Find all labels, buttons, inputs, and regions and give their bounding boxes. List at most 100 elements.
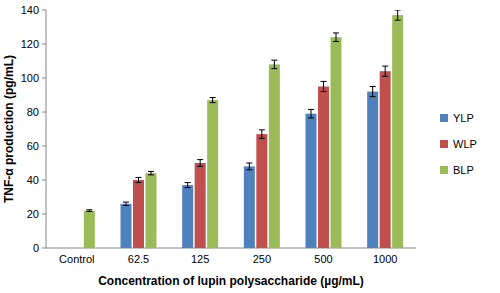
error-cap	[395, 20, 401, 21]
error-cap	[259, 138, 265, 139]
error-bar	[259, 130, 265, 139]
error-stem	[249, 163, 250, 170]
error-cap	[210, 97, 216, 98]
bar	[367, 92, 378, 248]
y-tick	[42, 214, 46, 215]
error-cap	[308, 117, 314, 118]
error-cap	[333, 41, 339, 42]
bar	[269, 64, 280, 248]
error-cap	[210, 102, 216, 103]
error-cap	[370, 86, 376, 87]
x-tick-label: 125	[191, 253, 209, 265]
error-bar	[308, 109, 314, 118]
legend-swatch	[440, 166, 448, 174]
error-cap	[148, 171, 154, 172]
error-bar	[148, 172, 154, 175]
y-tick-label: 100	[21, 72, 39, 84]
y-tick-label: 120	[21, 38, 39, 50]
error-stem	[323, 81, 324, 91]
error-cap	[148, 174, 154, 175]
legend-label: WLP	[453, 138, 477, 150]
error-stem	[372, 87, 373, 97]
error-bar	[86, 210, 92, 212]
error-cap	[86, 211, 92, 212]
bar	[306, 114, 317, 248]
bar	[133, 180, 144, 248]
error-cap	[123, 205, 129, 206]
error-cap	[185, 182, 191, 183]
error-stem	[311, 109, 312, 118]
error-stem	[212, 98, 213, 103]
x-tick-label: 1000	[373, 253, 397, 265]
y-tick	[42, 180, 46, 181]
error-stem	[336, 33, 337, 42]
error-bar	[382, 66, 388, 76]
error-bar	[136, 177, 142, 182]
bar	[380, 71, 391, 248]
y-tick-label: 140	[21, 4, 39, 16]
error-cap	[136, 182, 142, 183]
y-tick-label: 40	[27, 174, 39, 186]
plot-area	[84, 10, 403, 248]
error-stem	[187, 183, 188, 188]
legend-label: YLP	[453, 112, 474, 124]
bar	[121, 204, 132, 248]
error-stem	[126, 202, 127, 205]
error-cap	[197, 166, 203, 167]
error-bar	[333, 33, 339, 42]
error-cap	[321, 91, 327, 92]
bar	[182, 185, 193, 248]
y-tick-label: 20	[27, 208, 39, 220]
bar	[318, 87, 329, 249]
chart-container: 0 20 40 60 80 100 120 140 Control 62.5 125 250 500 10…	[0, 0, 500, 293]
error-bar	[185, 183, 191, 188]
error-bar	[395, 10, 401, 20]
error-cap	[246, 169, 252, 170]
y-tick-label: 80	[27, 106, 39, 118]
bar	[392, 15, 403, 248]
error-cap	[308, 109, 314, 110]
error-bar	[246, 163, 252, 170]
bar	[331, 37, 342, 248]
legend: YLP WLP BLP	[440, 112, 477, 176]
error-bar	[197, 160, 203, 167]
bar	[146, 173, 157, 248]
y-tick-label: 60	[27, 140, 39, 152]
y-tick	[42, 78, 46, 79]
x-tick-label: 500	[314, 253, 332, 265]
y-tick	[42, 146, 46, 147]
error-bar	[271, 60, 277, 69]
bar	[256, 134, 267, 248]
x-tick-label: 250	[253, 253, 271, 265]
error-cap	[246, 163, 252, 164]
legend-swatch	[440, 114, 448, 122]
error-stem	[200, 160, 201, 167]
x-axis	[46, 248, 416, 249]
error-stem	[261, 130, 262, 139]
error-stem	[151, 172, 152, 175]
bar	[84, 211, 95, 248]
error-cap	[123, 202, 129, 203]
y-axis	[46, 10, 47, 248]
y-tick	[42, 10, 46, 11]
error-cap	[382, 76, 388, 77]
legend-swatch	[440, 140, 448, 148]
bar	[195, 163, 206, 248]
y-tick	[42, 44, 46, 45]
bar	[207, 100, 218, 248]
x-tick-label: 62.5	[128, 253, 149, 265]
bar	[244, 166, 255, 248]
error-bar	[123, 202, 129, 205]
x-tick-label: Control	[59, 253, 94, 265]
error-cap	[271, 68, 277, 69]
y-tick-label: 0	[33, 242, 39, 254]
error-bar	[210, 98, 216, 103]
error-cap	[185, 187, 191, 188]
error-cap	[333, 32, 339, 33]
legend-label: BLP	[453, 164, 474, 176]
y-axis-title: TNF-α production (pg/mL)	[2, 55, 16, 203]
y-tick	[42, 248, 46, 249]
chart: 0 20 40 60 80 100 120 140 Control 62.5 125 250 500 10…	[0, 0, 500, 293]
error-stem	[385, 66, 386, 76]
error-bar	[321, 81, 327, 91]
